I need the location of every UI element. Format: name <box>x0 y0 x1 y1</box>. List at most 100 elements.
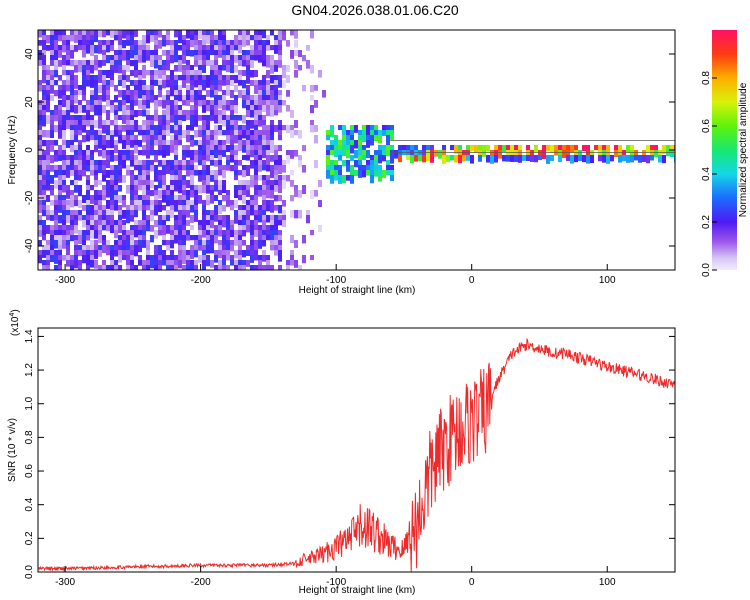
spectrogram-cell <box>42 35 46 43</box>
spectrogram-cell <box>130 170 134 178</box>
spectrogram-cell <box>138 130 142 136</box>
spectrogram-cell <box>246 190 250 197</box>
spectrogram-cell <box>494 145 498 154</box>
spectrogram-cell <box>226 80 230 86</box>
spectrogram-cell <box>82 120 86 129</box>
spectrogram-cell <box>110 245 114 251</box>
spectrogram-cell <box>62 240 66 249</box>
colorbar-tick-label: 0.0 <box>701 263 712 277</box>
spectrogram-cell <box>98 235 102 244</box>
spectrogram-cell <box>246 165 250 171</box>
spectrogram-cell <box>262 200 266 206</box>
spectrogram-cell <box>66 215 70 224</box>
spectrogram-cell <box>530 155 534 163</box>
spectrogram-cell <box>146 150 150 159</box>
spectrogram-cell <box>82 160 86 169</box>
spectrogram-cell <box>114 140 118 149</box>
spectrogram-cell <box>222 235 226 241</box>
spectrogram-cell <box>230 205 234 211</box>
spectrogram-cell <box>230 220 234 227</box>
spectrogram-cell <box>258 110 262 119</box>
spectrogram-cell <box>118 250 122 257</box>
spectrogram-cell <box>358 170 362 178</box>
spectrogram-cell <box>258 140 262 148</box>
spectrogram-cell <box>154 130 158 139</box>
spectrogram-cell <box>198 140 202 148</box>
spectrogram-cell <box>258 40 262 47</box>
spectrogram-cell <box>114 105 118 114</box>
spectrogram-cell <box>314 160 318 169</box>
spectrogram-cell <box>238 45 242 54</box>
spectrogram-cell <box>514 145 518 152</box>
spectrogram-cell <box>154 135 158 143</box>
spectrogram-cell <box>230 115 234 121</box>
spectrogram-cell <box>62 175 66 181</box>
spectrogram-cell <box>466 145 470 151</box>
spectrogram-cell <box>334 135 338 141</box>
spectrogram-cell <box>86 80 90 87</box>
spectrogram-cell <box>278 80 282 88</box>
spectrogram-cell <box>186 150 190 158</box>
spectrogram-cell <box>282 180 286 189</box>
spectrogram-cell <box>282 175 286 184</box>
spectrogram-cell <box>210 230 214 236</box>
spectrogram-cell <box>202 165 206 172</box>
spectrogram-y-tick-label: 20 <box>24 96 35 108</box>
spectrogram-cell <box>542 150 546 159</box>
spectrogram-cell <box>242 70 246 77</box>
spectrogram-cell <box>390 145 394 151</box>
spectrogram-cell <box>110 65 114 74</box>
spectrogram-cell <box>206 135 210 142</box>
spectrogram-cell <box>262 225 266 234</box>
spectrogram-cell <box>146 135 150 144</box>
spectrogram-cell <box>478 145 482 151</box>
spectrogram-cell <box>578 150 582 158</box>
spectrogram-cell <box>78 125 82 131</box>
spectrogram-cell <box>90 105 94 112</box>
spectrogram-cell <box>118 65 122 74</box>
spectrogram-cell <box>42 40 46 48</box>
spectrogram-cell <box>62 155 66 162</box>
spectrogram-cell <box>250 200 254 207</box>
spectrogram-cell <box>202 225 206 233</box>
spectrogram-cell <box>282 125 286 131</box>
spectrogram-cell <box>138 70 142 77</box>
spectrogram-cell <box>278 160 282 168</box>
spectrogram-cell <box>110 255 114 261</box>
spectrogram-cell <box>46 165 50 171</box>
spectrogram-cell <box>74 165 78 174</box>
spectrogram-cell <box>50 70 54 77</box>
spectrogram-cell <box>194 45 198 54</box>
spectrogram-cell <box>38 215 42 223</box>
spectrogram-cell <box>310 255 314 261</box>
spectrogram-cell <box>278 95 282 104</box>
spectrogram-cell <box>186 235 190 241</box>
spectrogram-cell <box>38 55 42 61</box>
spectrogram-cell <box>254 240 258 247</box>
spectrogram-cell <box>250 230 254 239</box>
spectrogram-cell <box>46 250 50 258</box>
spectrogram-cell <box>182 160 186 168</box>
spectrogram-cell <box>214 50 218 59</box>
spectrogram-cell <box>74 215 78 221</box>
spectrogram-cell <box>214 55 218 61</box>
spectrogram-cell <box>178 200 182 209</box>
spectrogram-cell <box>86 235 90 241</box>
spectrogram-cell <box>170 115 174 123</box>
spectrogram-cell <box>166 150 170 156</box>
spectrogram-cell <box>134 135 138 141</box>
spectrogram-cell <box>126 230 130 238</box>
spectrogram-cell <box>262 115 266 122</box>
spectrogram-cell <box>206 30 210 36</box>
spectrogram-cell <box>270 105 274 113</box>
spectrogram-cell <box>134 185 138 194</box>
spectrogram-cell <box>206 60 210 66</box>
spectrogram-cell <box>566 150 570 159</box>
spectrogram-cell <box>250 210 254 216</box>
spectrogram-cell <box>70 145 74 153</box>
spectrogram-cell <box>98 75 102 83</box>
spectrogram-cell <box>250 220 254 228</box>
spectrogram-cell <box>286 90 290 97</box>
spectrogram-cell <box>234 120 238 126</box>
